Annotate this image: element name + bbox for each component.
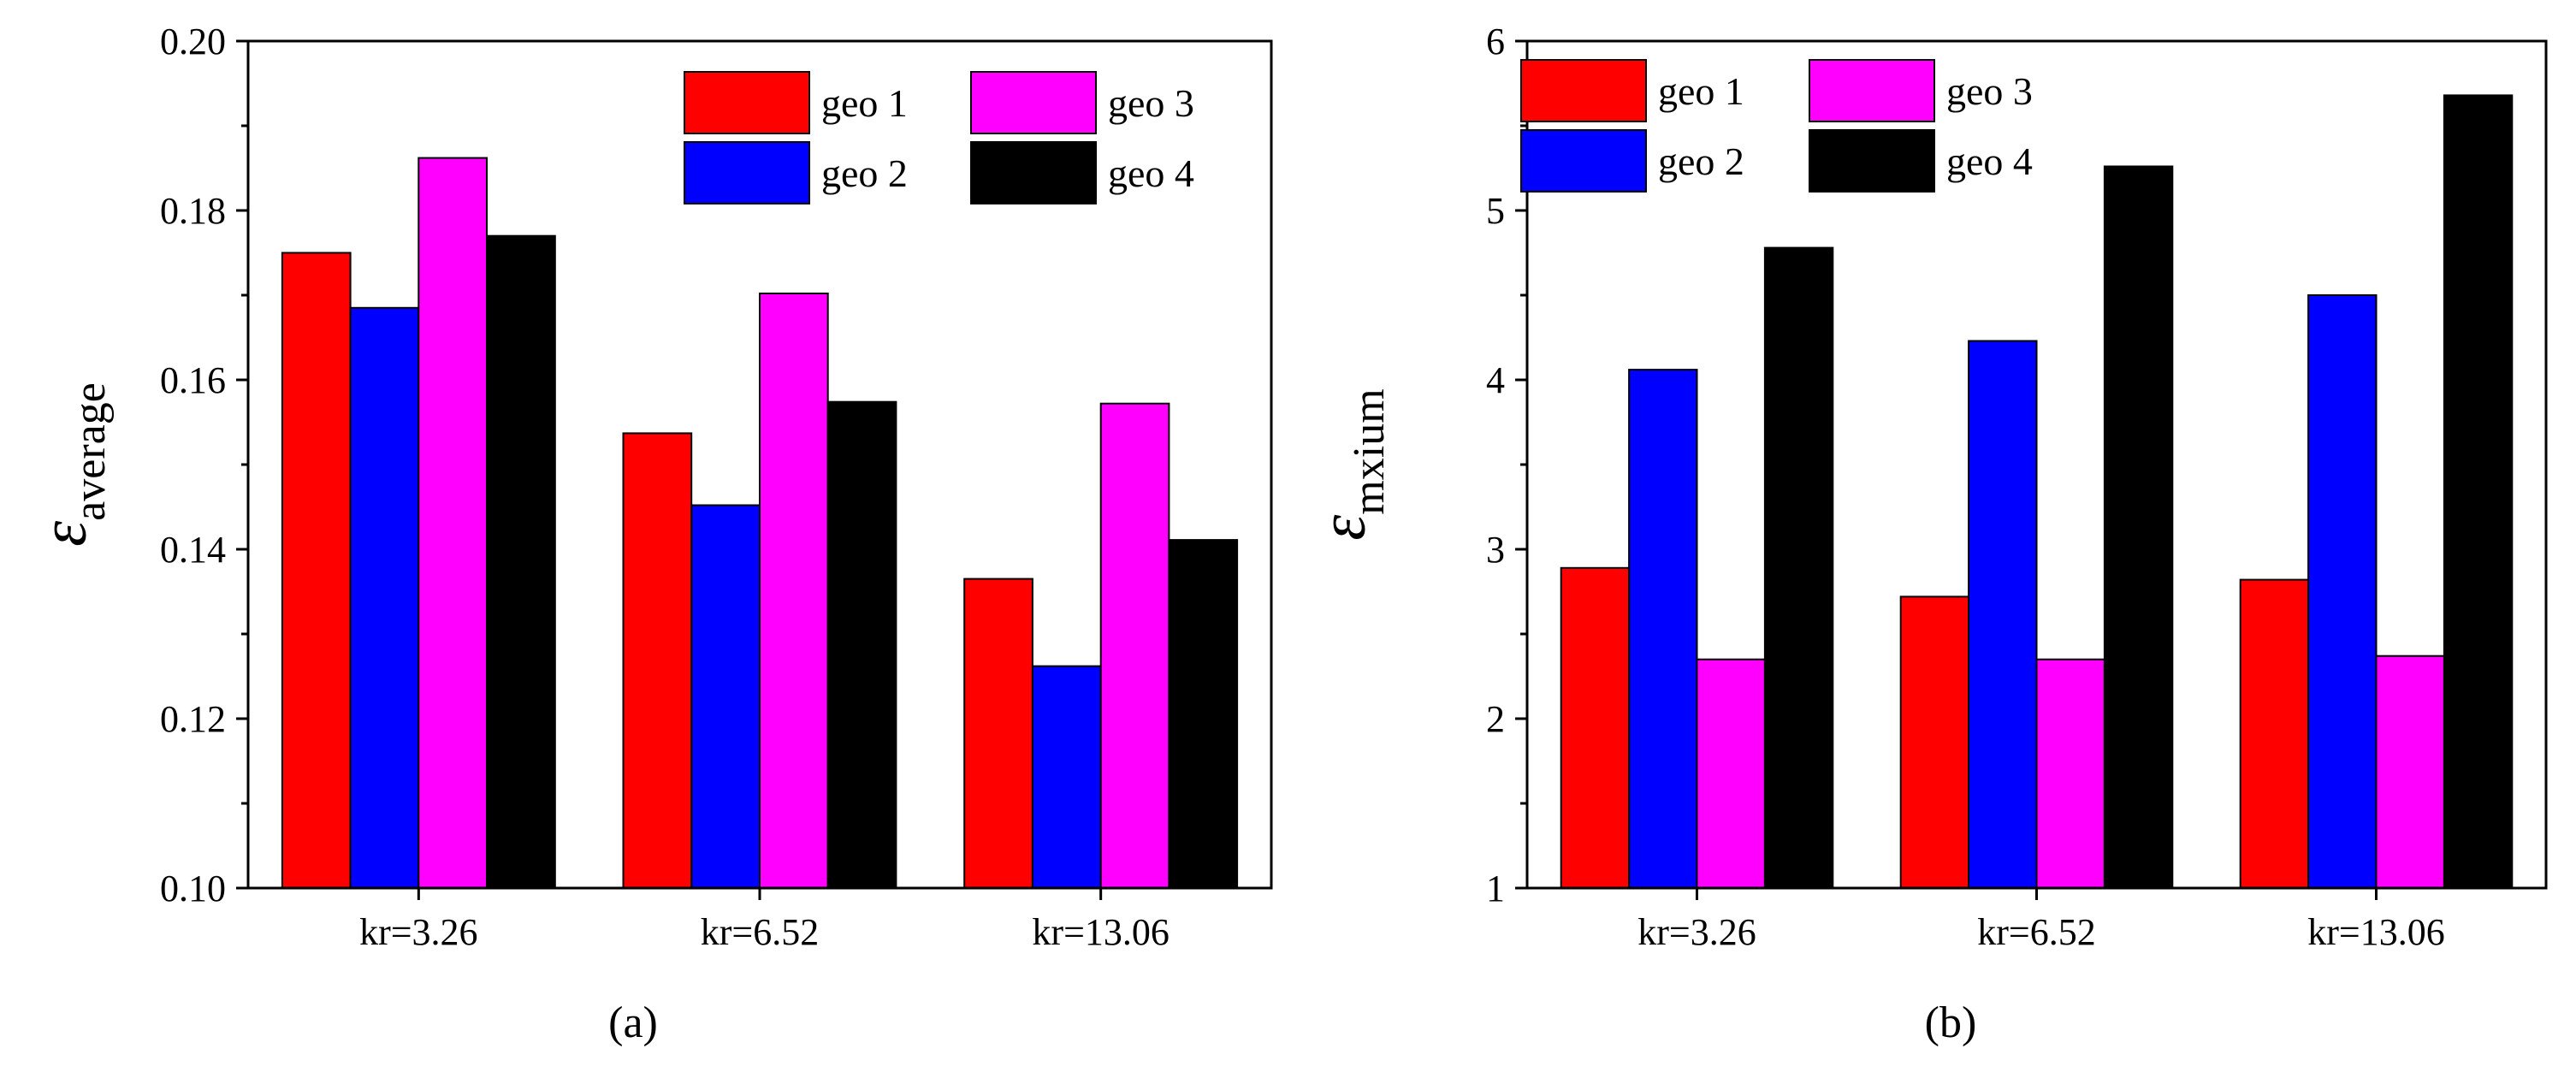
bar-geo1-1 — [622, 432, 693, 889]
y-tick-label: 2 — [1486, 698, 1505, 740]
x-tick-label: kr=6.52 — [1977, 911, 2095, 953]
y-tick-label: 0.20 — [160, 21, 226, 62]
y-tick-label: 1 — [1486, 868, 1505, 909]
bar-geo4-2 — [2443, 94, 2514, 889]
legend-swatch-geo1 — [684, 71, 810, 134]
y-tick-label: 6 — [1486, 21, 1505, 62]
bar-geo1-2 — [963, 578, 1033, 889]
bar-geo3-0 — [1696, 658, 1766, 889]
y-axis-label-symbol: ε — [28, 521, 100, 547]
legend-label-geo3: geo 3 — [1108, 81, 1194, 125]
bar-geo3-2 — [1099, 402, 1170, 889]
bar-geo2-0 — [349, 306, 420, 889]
panel-caption: (b) — [1925, 998, 1977, 1047]
legend-swatch-geo2 — [1520, 129, 1647, 192]
x-tick-label: kr=13.06 — [2307, 911, 2444, 953]
legend-swatch-geo3 — [970, 71, 1097, 134]
bar-geo4-2 — [1168, 539, 1239, 889]
y-axis-label-symbol: ε — [1307, 515, 1379, 541]
bar-geo3-1 — [759, 293, 829, 889]
legend-label-geo2: geo 2 — [821, 151, 908, 195]
bar-geo2-2 — [1031, 665, 1102, 889]
y-axis-label: εmxium — [1307, 388, 1394, 540]
x-tick-label: kr=13.06 — [1032, 911, 1169, 953]
y-tick-label: 0.14 — [160, 529, 226, 571]
chart-b: 1 2 3 4 5 6 kr=3.26 kr=6.52 kr=13.06 εmxium geo 1 g… — [1307, 21, 2548, 1047]
bar-geo1-0 — [1560, 566, 1631, 889]
bar-geo3-0 — [417, 157, 488, 890]
legend-label-geo2: geo 2 — [1658, 139, 1744, 183]
legend-swatch-geo1 — [1520, 59, 1647, 122]
bar-geo3-2 — [2375, 654, 2445, 889]
bar-geo4-1 — [2103, 165, 2174, 889]
bar-geo4-1 — [826, 400, 897, 889]
bar-geo1-1 — [1899, 595, 1970, 890]
legend-swatch-geo3 — [1809, 59, 1935, 122]
y-tick-label: 5 — [1486, 190, 1505, 232]
x-tick-label: kr=6.52 — [701, 911, 819, 953]
bar-geo2-0 — [1628, 369, 1698, 890]
y-axis-label-subscript: average — [66, 382, 115, 521]
y-tick-label: 0.16 — [160, 359, 226, 401]
bar-geo2-1 — [690, 504, 761, 889]
panel-caption: (a) — [608, 998, 658, 1047]
y-tick-label: 4 — [1486, 359, 1505, 401]
bar-geo2-2 — [2307, 294, 2378, 889]
y-tick-label: 0.18 — [160, 190, 226, 232]
bar-geo4-0 — [1763, 246, 1834, 890]
y-tick-label: 0.12 — [160, 698, 226, 740]
y-tick-label: 3 — [1486, 529, 1505, 571]
y-axis-label-subscript: mxium — [1345, 388, 1394, 514]
x-tick-label: kr=3.26 — [1637, 911, 1756, 953]
legend-label-geo4: geo 4 — [1946, 139, 2033, 183]
legend-label-geo3: geo 3 — [1946, 69, 2033, 113]
legend-label-geo4: geo 4 — [1108, 151, 1194, 195]
bar-geo2-1 — [1968, 340, 2038, 889]
bar-geo1-0 — [281, 252, 352, 889]
chart-a: 0.10 0.12 0.14 0.16 0.18 0.20 kr=3.26 kr=6.52 kr… — [28, 21, 1273, 1047]
legend-label-geo1: geo 1 — [821, 81, 908, 125]
y-tick-label: 0.10 — [160, 868, 226, 909]
bar-geo4-0 — [486, 234, 556, 889]
legend-label-geo1: geo 1 — [1658, 69, 1744, 113]
legend-swatch-geo2 — [684, 141, 810, 204]
y-axis-label: εaverage — [28, 382, 115, 547]
bar-geo3-1 — [2035, 658, 2105, 889]
legend-swatch-geo4 — [1809, 129, 1935, 192]
bar-geo1-2 — [2239, 578, 2310, 889]
legend-swatch-geo4 — [970, 141, 1097, 204]
x-tick-label: kr=3.26 — [359, 911, 477, 953]
